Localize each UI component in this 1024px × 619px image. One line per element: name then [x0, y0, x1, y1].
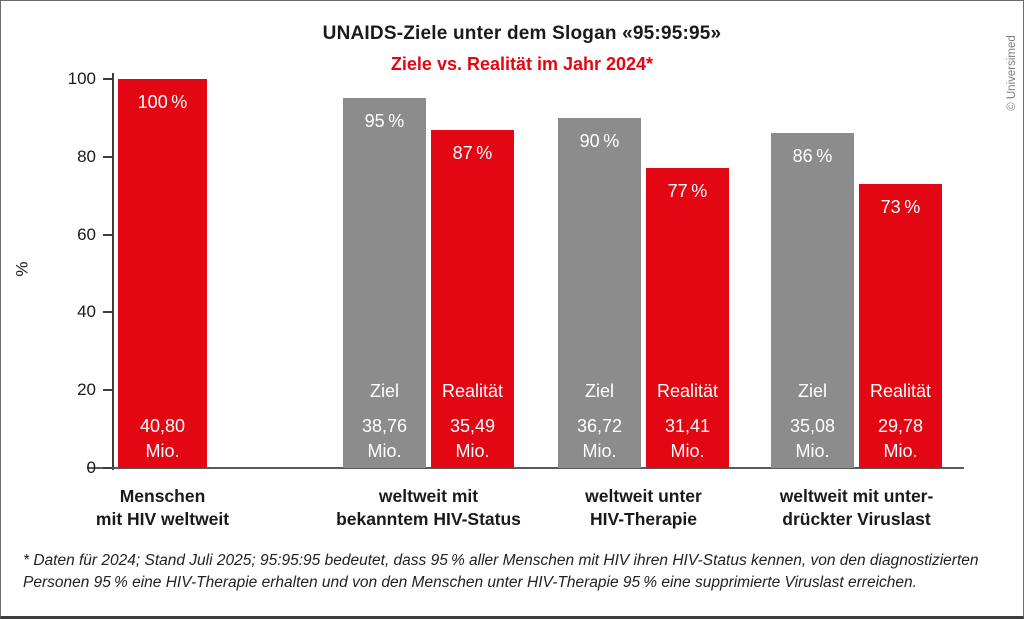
- bar-role-label: Realität: [869, 380, 932, 401]
- bar-percent-label: 95 %: [364, 111, 405, 132]
- category-label-line: weltweit mit unter-: [779, 486, 934, 506]
- bar-unit-label: Mio.: [883, 440, 918, 461]
- bar-percent-label: 100 %: [137, 92, 188, 112]
- footnote-line-1: * Daten für 2024; Stand Juli 2025; 95:95…: [23, 552, 979, 569]
- bar-percent-label: 90 %: [579, 130, 620, 151]
- bar-realitat-group-3: 77 % Realität 31,41 Mio.: [646, 168, 729, 468]
- y-tick-label: 40: [77, 302, 96, 322]
- bar-ziel-group-4: 86 % Ziel 35,08 Mio.: [771, 133, 854, 468]
- bar-role-label: Ziel: [369, 380, 399, 401]
- category-label-line: weltweit unter: [585, 486, 702, 506]
- category-label-line: bekanntem HIV-Status: [336, 509, 521, 529]
- bar-ziel-group-3: 90 % Ziel 36,72 Mio.: [558, 117, 641, 468]
- bar-percent-label: 77 %: [667, 181, 708, 202]
- y-tick: [103, 78, 112, 80]
- bar-role-label: Ziel: [797, 380, 827, 401]
- category-label-line: drückter Viruslast: [782, 509, 931, 529]
- bar-role-label: Ziel: [584, 380, 614, 401]
- y-axis: [112, 73, 114, 470]
- bar-unit-label: Mio.: [367, 440, 402, 461]
- bar-role-label: Realität: [656, 380, 719, 401]
- bar-amount-label: 40,80: [139, 416, 186, 436]
- bar-ziel-group-2: 95 % Ziel 38,76 Mio.: [343, 98, 426, 468]
- chart-footnote: * Daten für 2024; Stand Juli 2025; 95:95…: [23, 550, 1008, 594]
- chart-title: UNAIDS-Ziele unter dem Slogan «95:95:95»: [322, 23, 722, 44]
- bar-amount-label: 35,49: [449, 415, 496, 436]
- y-tick: [103, 233, 112, 236]
- category-label-line: HIV-Therapie: [590, 509, 697, 529]
- footnote-line-2: Personen 95 % eine HIV-Therapie erhalten…: [23, 574, 917, 591]
- copyright-credit-text: © Universimed: [1006, 35, 1018, 111]
- y-axis-label: %: [12, 261, 32, 277]
- bar-realitat-group-4: 73 % Realität 29,78 Mio.: [859, 184, 942, 468]
- bar-amount-label: 29,78: [877, 415, 924, 436]
- bar-amount-label: 36,72: [576, 415, 623, 436]
- y-tick-label: 100: [67, 69, 96, 88]
- category-label-line: mit HIV weltweit: [95, 509, 230, 529]
- category-label-group-2: weltweit mit bekanntem HIV-Status: [289, 485, 569, 531]
- y-tick: [103, 389, 112, 392]
- bar-percent-label: 73 %: [880, 197, 921, 218]
- x-axis: [87, 467, 964, 469]
- y-tick-label: 20: [77, 380, 96, 400]
- bar-percent-label: 86 %: [792, 146, 833, 167]
- y-tick-label: 80: [77, 146, 96, 166]
- bar-role-label: Realität: [441, 380, 504, 401]
- bar-unit-label: Mio.: [145, 441, 180, 461]
- bar-realitat-group-2: 87 % Realität 35,49 Mio.: [431, 129, 514, 468]
- category-label-group-3: weltweit unter HIV-Therapie: [504, 485, 784, 531]
- bar-total-group-1: 100 % 40,80 Mio.: [118, 79, 207, 468]
- bar-unit-label: Mio.: [670, 440, 705, 461]
- y-tick: [103, 467, 112, 469]
- bar-amount-label: 35,08: [789, 415, 836, 436]
- copyright-credit: © Universimed: [1003, 13, 1021, 133]
- chart-subtitle: Ziele vs. Realität im Jahr 2024*: [390, 54, 654, 74]
- category-label-line: weltweit mit: [378, 486, 479, 506]
- category-label-group-4: weltweit mit unter-drückter Viruslast: [717, 485, 997, 531]
- y-tick-label: 60: [77, 224, 96, 244]
- bar-unit-label: Mio.: [455, 440, 490, 461]
- bar-unit-label: Mio.: [582, 440, 617, 461]
- bar-amount-label: 38,76: [361, 415, 408, 436]
- category-label-line: Menschen: [119, 486, 206, 506]
- y-tick-label: 0: [86, 458, 96, 477]
- bar-percent-label: 87 %: [452, 142, 493, 163]
- y-tick: [103, 311, 112, 314]
- category-label-group-1: Menschen mit HIV weltweit: [23, 485, 303, 531]
- y-tick: [103, 155, 112, 158]
- bar-unit-label: Mio.: [795, 440, 830, 461]
- bar-amount-label: 31,41: [664, 415, 711, 436]
